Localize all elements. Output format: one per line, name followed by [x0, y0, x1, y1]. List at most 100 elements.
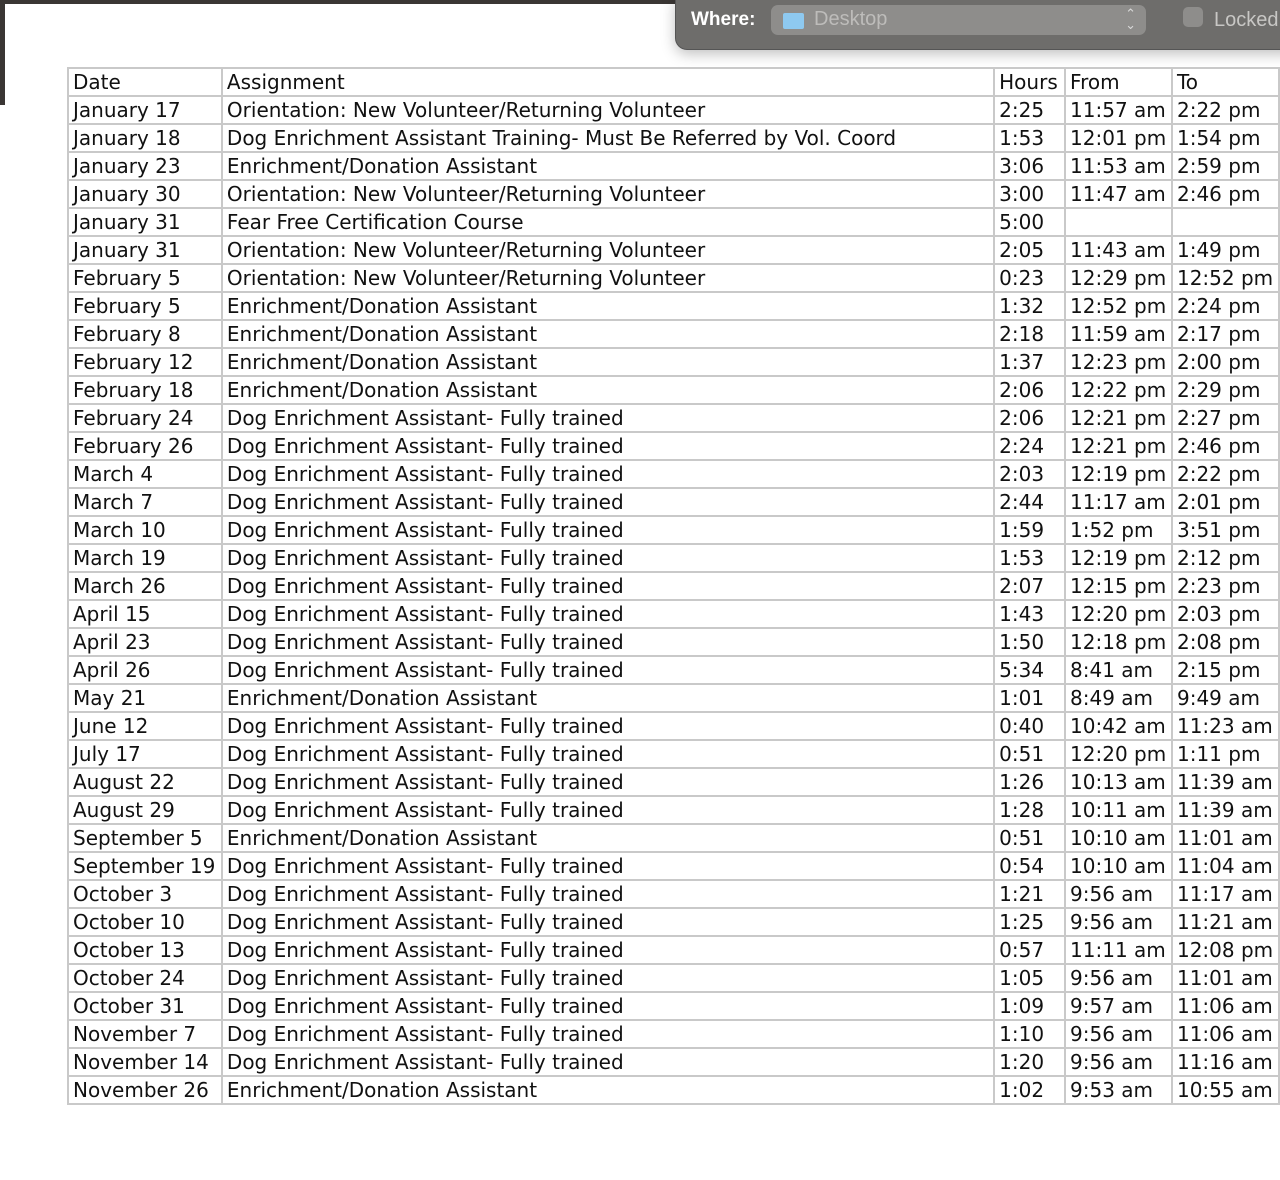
table-row: February 5 Orientation: New Volunteer/Ret…: [67, 263, 1280, 293]
table-cell: 2:25: [993, 95, 1067, 125]
table-cell: Dog Enrichment Assistant- Fully trained: [220, 403, 996, 433]
table-row: January 31 Orientation: New Volunteer/Ret…: [67, 235, 1280, 265]
table-cell: 10:13 am: [1064, 767, 1173, 797]
table-header-row: Date Assignment Hours From To: [67, 67, 1280, 97]
table-cell: 2:22 pm: [1170, 95, 1280, 125]
table-row: January 23 Enrichment/Donation Assistant 3…: [67, 151, 1280, 181]
table-cell: 2:44: [993, 487, 1067, 517]
table-cell: 0:54: [993, 851, 1067, 881]
table-cell: 11:53 am: [1064, 151, 1173, 181]
locked-checkbox[interactable]: [1183, 7, 1203, 27]
table-cell: 10:55 am: [1170, 1075, 1280, 1105]
column-header: Assignment: [220, 67, 996, 97]
table-cell: 2:29 pm: [1170, 375, 1280, 405]
table-cell: Enrichment/Donation Assistant: [220, 291, 996, 321]
table-cell: Orientation: New Volunteer/Returning Vol…: [220, 263, 996, 293]
table-cell: 12:52 pm: [1170, 263, 1280, 293]
table-cell: 0:23: [993, 263, 1067, 293]
table-cell: March 19: [67, 543, 223, 573]
table-cell: Dog Enrichment Assistant- Fully trained: [220, 935, 996, 965]
table-cell: 12:21 pm: [1064, 431, 1173, 461]
table-cell: 0:51: [993, 739, 1067, 769]
table-row: April 23 Dog Enrichment Assistant- Fully …: [67, 627, 1280, 657]
table-row: February 18 Enrichment/Donation Assistant…: [67, 375, 1280, 405]
table-cell: 11:39 am: [1170, 767, 1280, 797]
table-cell: 3:51 pm: [1170, 515, 1280, 545]
table-cell: Dog Enrichment Assistant- Fully trained: [220, 1047, 996, 1077]
table-cell: 0:51: [993, 823, 1067, 853]
table-cell: 2:17 pm: [1170, 319, 1280, 349]
table-cell: February 5: [67, 263, 223, 293]
table-cell: October 3: [67, 879, 223, 909]
table-cell: 11:16 am: [1170, 1047, 1280, 1077]
table-cell: 11:04 am: [1170, 851, 1280, 881]
table-cell: 12:15 pm: [1064, 571, 1173, 601]
table-cell: 2:07: [993, 571, 1067, 601]
table-cell: 1:20: [993, 1047, 1067, 1077]
table-cell: 5:34: [993, 655, 1067, 685]
table-cell: 3:00: [993, 179, 1067, 209]
table-cell: 1:25: [993, 907, 1067, 937]
table-row: October 13 Dog Enrichment Assistant- Full…: [67, 935, 1280, 965]
table-cell: [1170, 207, 1280, 237]
folder-icon: [783, 13, 804, 29]
table-cell: November 14: [67, 1047, 223, 1077]
table-cell: 2:23 pm: [1170, 571, 1280, 601]
table-row: January 31 Fear Free Certification Course…: [67, 207, 1280, 237]
table-row: June 12 Dog Enrichment Assistant- Fully t…: [67, 711, 1280, 741]
table-cell: 12:08 pm: [1170, 935, 1280, 965]
table-cell: 2:00 pm: [1170, 347, 1280, 377]
table-row: February 5 Enrichment/Donation Assistant 1…: [67, 291, 1280, 321]
table-cell: 11:39 am: [1170, 795, 1280, 825]
table-cell: February 12: [67, 347, 223, 377]
table-cell: 1:54 pm: [1170, 123, 1280, 153]
table-cell: Dog Enrichment Assistant- Fully trained: [220, 795, 996, 825]
table-cell: 12:29 pm: [1064, 263, 1173, 293]
table-cell: Dog Enrichment Assistant- Fully trained: [220, 767, 996, 797]
table-cell: 9:56 am: [1064, 907, 1173, 937]
table-cell: 3:06: [993, 151, 1067, 181]
table-cell: 11:47 am: [1064, 179, 1173, 209]
table-cell: February 8: [67, 319, 223, 349]
table-cell: Dog Enrichment Assistant Training- Must …: [220, 123, 996, 153]
table-cell: 2:08 pm: [1170, 627, 1280, 657]
table-cell: Dog Enrichment Assistant- Fully trained: [220, 571, 996, 601]
table-cell: 11:59 am: [1064, 319, 1173, 349]
locked-label: Locked: [1214, 9, 1279, 31]
table-cell: Enrichment/Donation Assistant: [220, 823, 996, 853]
table-cell: 11:01 am: [1170, 963, 1280, 993]
table-cell: 10:42 am: [1064, 711, 1173, 741]
location-select[interactable]: Desktop ⌃ ⌄: [771, 5, 1146, 35]
table-row: September 5 Enrichment/Donation Assistant…: [67, 823, 1280, 853]
table-cell: October 31: [67, 991, 223, 1021]
table-cell: June 12: [67, 711, 223, 741]
table-cell: 8:41 am: [1064, 655, 1173, 685]
table-cell: 9:57 am: [1064, 991, 1173, 1021]
table-cell: January 18: [67, 123, 223, 153]
table-cell: April 15: [67, 599, 223, 629]
table-cell: 12:18 pm: [1064, 627, 1173, 657]
table-cell: August 29: [67, 795, 223, 825]
table-cell: 1:01: [993, 683, 1067, 713]
table-cell: 2:01 pm: [1170, 487, 1280, 517]
table-cell: Enrichment/Donation Assistant: [220, 375, 996, 405]
table-cell: 9:56 am: [1064, 1047, 1173, 1077]
table-cell: Dog Enrichment Assistant- Fully trained: [220, 431, 996, 461]
table-cell: 11:57 am: [1064, 95, 1173, 125]
table-cell: 2:06: [993, 403, 1067, 433]
table-row: August 29 Dog Enrichment Assistant- Fully…: [67, 795, 1280, 825]
table-cell: 1:26: [993, 767, 1067, 797]
table-cell: Enrichment/Donation Assistant: [220, 319, 996, 349]
table-cell: February 5: [67, 291, 223, 321]
table-cell: February 24: [67, 403, 223, 433]
table-cell: 1:50: [993, 627, 1067, 657]
table-cell: November 26: [67, 1075, 223, 1105]
table-row: March 19 Dog Enrichment Assistant- Fully …: [67, 543, 1280, 573]
table-cell: 9:53 am: [1064, 1075, 1173, 1105]
table-cell: Dog Enrichment Assistant- Fully trained: [220, 851, 996, 881]
table-cell: Dog Enrichment Assistant- Fully trained: [220, 991, 996, 1021]
table-cell: September 5: [67, 823, 223, 853]
table-row: May 21 Enrichment/Donation Assistant 1:01 8…: [67, 683, 1280, 713]
table-cell: Dog Enrichment Assistant- Fully trained: [220, 627, 996, 657]
table-cell: 1:02: [993, 1075, 1067, 1105]
